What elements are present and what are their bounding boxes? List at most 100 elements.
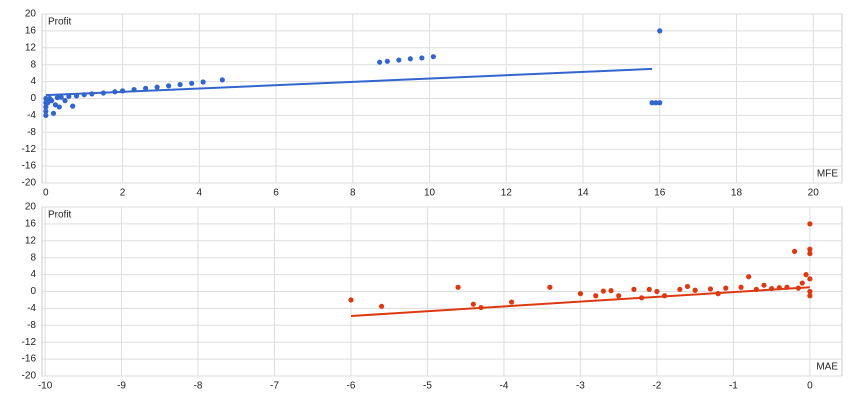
point <box>692 287 698 293</box>
x-tick-label: 10 <box>424 188 436 199</box>
y-tick-label: 8 <box>30 59 36 70</box>
y-tick-label: 20 <box>25 9 37 20</box>
point <box>677 286 683 292</box>
point <box>378 303 385 309</box>
point <box>738 284 744 290</box>
point <box>807 276 813 282</box>
x-axis-label: MFE <box>817 169 838 180</box>
y-tick-label: 0 <box>30 93 36 104</box>
y-tick-label: 16 <box>25 26 37 37</box>
x-tick-label: -6 <box>347 381 356 392</box>
point <box>657 100 663 106</box>
x-tick-label: -2 <box>652 381 661 392</box>
y-axis-label: Profit <box>48 17 72 28</box>
x-tick-label: 8 <box>350 188 356 199</box>
point <box>177 81 183 88</box>
point <box>54 95 60 101</box>
point <box>761 282 767 288</box>
point <box>746 274 752 280</box>
point <box>547 284 553 290</box>
y-tick-label: 12 <box>25 235 37 246</box>
point <box>803 272 809 278</box>
point <box>608 288 614 294</box>
point <box>593 293 599 299</box>
point <box>807 246 813 252</box>
point <box>189 80 195 86</box>
point <box>807 250 813 257</box>
point <box>43 104 49 110</box>
point <box>154 84 160 90</box>
x-tick-label: -10 <box>38 381 53 392</box>
y-tick-label: 12 <box>25 42 37 53</box>
x-tick-label: -5 <box>423 381 432 392</box>
x-tick-label: -9 <box>117 381 126 392</box>
point <box>807 221 813 227</box>
x-tick-label: 2 <box>120 188 126 199</box>
point <box>43 95 49 102</box>
point <box>384 58 390 64</box>
x-tick-label: 18 <box>731 188 743 199</box>
x-tick-label: 4 <box>197 188 203 199</box>
point <box>407 56 413 62</box>
point <box>470 301 476 307</box>
y-tick-label: -16 <box>22 354 37 365</box>
point <box>52 102 59 108</box>
point <box>657 28 663 34</box>
point <box>653 100 659 106</box>
y-tick-label: -20 <box>22 371 37 382</box>
point <box>600 288 606 294</box>
y-tick-label: -8 <box>27 320 36 331</box>
trend-line <box>45 67 653 97</box>
y-tick-label: -4 <box>27 110 36 121</box>
x-tick-label: 6 <box>273 188 279 199</box>
y-tick-label: -12 <box>22 337 37 348</box>
point <box>799 280 805 286</box>
point <box>70 103 76 109</box>
y-tick-label: -16 <box>22 161 37 172</box>
point <box>200 79 206 85</box>
point <box>616 293 622 299</box>
x-tick-label: -7 <box>270 381 279 392</box>
point <box>707 286 714 292</box>
y-tick-label: 4 <box>30 76 36 87</box>
point <box>577 291 584 297</box>
point <box>45 100 51 106</box>
point <box>807 288 813 295</box>
point <box>56 104 62 110</box>
point <box>62 98 68 104</box>
y-axis-label: Profit <box>48 210 72 221</box>
y-tick-label: 16 <box>25 219 37 230</box>
point <box>43 112 49 118</box>
x-tick-label: -4 <box>499 381 508 392</box>
y-tick-label: -20 <box>22 178 37 189</box>
point <box>508 299 515 305</box>
point <box>50 110 57 116</box>
y-tick-label: -12 <box>22 144 37 155</box>
point <box>646 286 652 292</box>
point <box>430 54 436 60</box>
point <box>631 286 637 292</box>
x-tick-label: -1 <box>729 381 738 392</box>
trend-line <box>350 286 810 318</box>
x-tick-label: 20 <box>808 188 820 199</box>
x-tick-label: 0 <box>43 188 49 199</box>
point <box>58 94 64 100</box>
x-tick-label: 0 <box>807 381 813 392</box>
point <box>142 85 149 91</box>
y-tick-label: 0 <box>30 286 36 297</box>
y-tick-label: -8 <box>27 127 36 138</box>
point <box>219 77 225 83</box>
point <box>807 293 813 299</box>
point <box>43 108 49 114</box>
x-tick-label: -8 <box>194 381 203 392</box>
y-tick-label: 8 <box>30 252 36 263</box>
point <box>348 297 354 303</box>
x-tick-label: 14 <box>577 188 589 199</box>
x-axis-label: MAE <box>816 362 838 373</box>
x-tick-label: 16 <box>654 188 666 199</box>
point <box>791 248 798 254</box>
point <box>166 83 172 89</box>
point <box>649 100 655 106</box>
y-tick-label: -4 <box>27 303 36 314</box>
